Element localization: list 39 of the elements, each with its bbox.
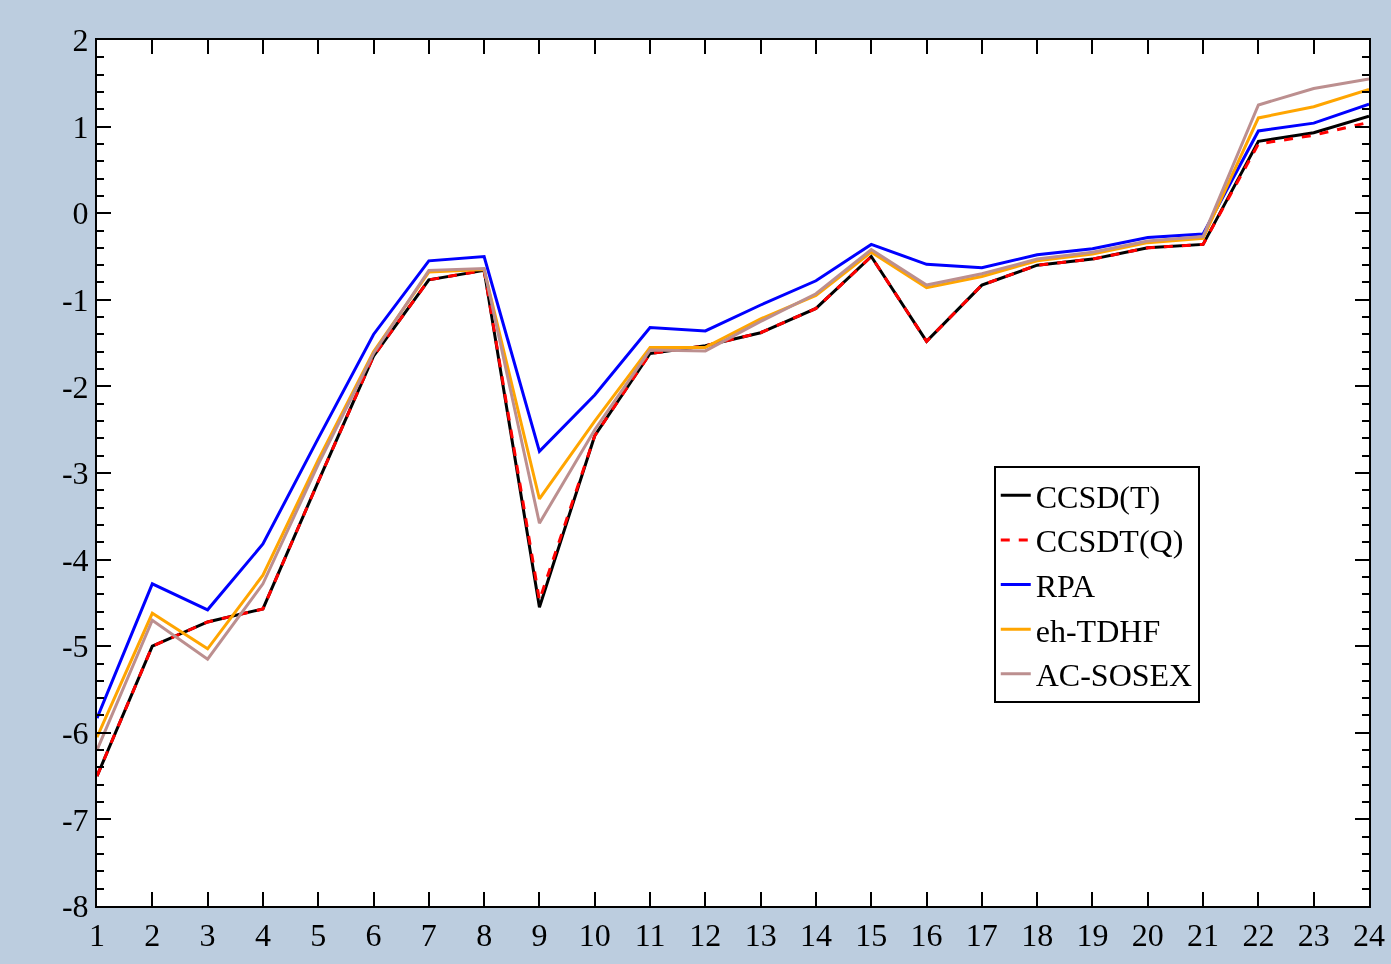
- y-tick-label: 2: [72, 22, 89, 59]
- x-tick-label: 9: [531, 917, 548, 954]
- x-tick-label: 6: [365, 917, 382, 954]
- x-tick-label: 11: [634, 917, 666, 954]
- x-tick-label: 22: [1242, 917, 1275, 954]
- y-tick-label: -4: [61, 541, 89, 578]
- x-tick-label: 16: [910, 917, 943, 954]
- y-tick-label: -6: [61, 715, 89, 751]
- y-tick-label: -3: [61, 455, 89, 492]
- legend-label: RPA: [1035, 568, 1096, 605]
- x-tick-label: 10: [578, 917, 611, 954]
- x-tick-label: 2: [144, 917, 161, 954]
- x-tick-label: 18: [1021, 917, 1054, 954]
- y-tick-label: -7: [61, 801, 89, 838]
- x-tick-label: 24: [1353, 917, 1385, 954]
- x-tick-label: 3: [199, 917, 216, 954]
- legend-label: eh-TDHF: [1035, 612, 1161, 649]
- legend-label: CCSDT(Q): [1035, 523, 1184, 560]
- y-tick-label: -5: [61, 628, 89, 665]
- x-tick-label: 5: [310, 917, 327, 954]
- x-tick-label: 17: [965, 917, 998, 954]
- y-tick-label: -2: [61, 368, 89, 405]
- x-tick-label: 14: [799, 917, 832, 954]
- legend-label: CCSD(T): [1035, 478, 1161, 515]
- x-tick-label: 15: [855, 917, 888, 954]
- x-tick-label: 12: [689, 917, 722, 954]
- x-tick-label: 21: [1187, 917, 1220, 954]
- x-tick-label: 23: [1297, 917, 1330, 954]
- x-tick-label: 7: [420, 917, 437, 954]
- y-tick-label: 0: [72, 195, 89, 232]
- y-tick-label: -1: [61, 282, 89, 318]
- legend-label: AC-SOSEX: [1035, 657, 1193, 694]
- x-tick-label: 19: [1076, 917, 1109, 954]
- y-tick-label: 1: [72, 108, 89, 145]
- x-tick-label: 13: [744, 917, 777, 954]
- x-tick-label: 8: [476, 917, 493, 954]
- y-tick-label: -8: [61, 888, 89, 925]
- x-tick-label: 20: [1131, 917, 1164, 954]
- x-tick-label: 4: [254, 917, 271, 954]
